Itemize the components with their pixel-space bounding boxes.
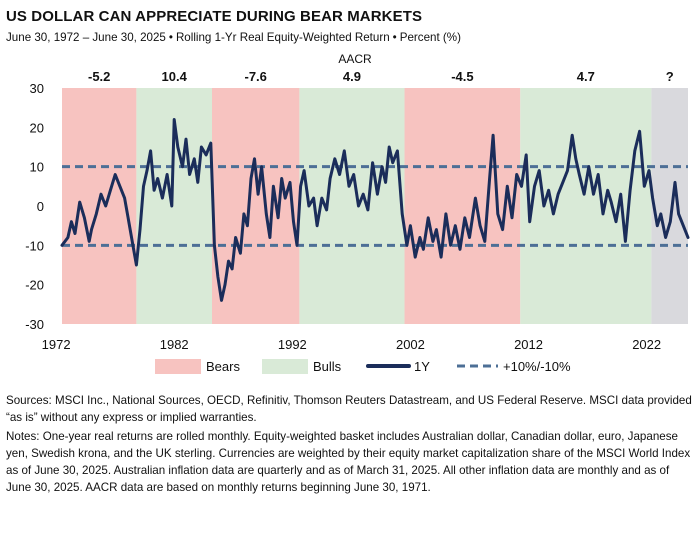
- x-tick-label: 2002: [396, 337, 425, 352]
- x-axis: 1972 1982 1992 2002 2012 2022: [42, 337, 661, 352]
- subtitle-period: June 30, 1972 – June 30, 2025: [6, 31, 166, 44]
- x-tick-label: 1982: [160, 337, 189, 352]
- y-tick-label: -10: [25, 238, 44, 253]
- aacr-label: AACR: [338, 52, 372, 66]
- aacr-value: -5.2: [88, 69, 110, 84]
- y-tick-label: 10: [30, 160, 44, 175]
- chart-subtitle: June 30, 1972 – June 30, 2025 • Rolling 1-…: [6, 31, 461, 44]
- aacr-value: 4.7: [577, 69, 595, 84]
- chart-title: US DOLLAR CAN APPRECIATE DURING BEAR MAR…: [6, 8, 423, 25]
- aacr-value: ?: [666, 69, 674, 84]
- aacr-values: -5.2 10.4 -7.6 4.9 -4.5 4.7?: [88, 69, 674, 84]
- y-tick-label: 20: [30, 120, 44, 135]
- period-band-bull: [520, 88, 652, 324]
- period-band-bear: [212, 88, 300, 324]
- series-line-1y: [60, 118, 690, 302]
- notes-text: Notes: One-year real returns are rolled …: [6, 430, 691, 494]
- period-bands: [62, 88, 688, 324]
- legend-label-bulls: Bulls: [313, 359, 342, 374]
- subtitle-unit: Percent (%): [399, 31, 461, 44]
- subtitle-measure: Rolling 1-Yr Real Equity-Weighted Return: [175, 31, 390, 44]
- period-band-bull: [299, 88, 405, 324]
- legend-label-threshold: +10%/-10%: [503, 359, 571, 374]
- legend-label-bears: Bears: [206, 359, 240, 374]
- legend-swatch-bulls: [262, 359, 308, 374]
- period-band-bear: [404, 88, 521, 324]
- y-tick-label: 30: [30, 81, 44, 96]
- y-axis: 30 20 10 0 -10 -20 -30: [25, 81, 44, 332]
- x-tick-label: 2022: [632, 337, 661, 352]
- line-chart: AACR -5.2 10.4 -7.6 4.9 -4.5 4.7? 30 20 10 0 -10 -…: [25, 52, 690, 374]
- y-tick-label: 0: [37, 199, 44, 214]
- y-tick-label: -30: [25, 317, 44, 332]
- aacr-value: -7.6: [245, 69, 267, 84]
- series-1y: [60, 118, 690, 302]
- threshold-lines: [62, 165, 688, 247]
- aacr-value: 10.4: [162, 69, 188, 84]
- sources-note: Sources: MSCI Inc., National Sources, OE…: [6, 394, 692, 424]
- y-tick-label: -20: [25, 278, 44, 293]
- aacr-value: 4.9: [343, 69, 361, 84]
- legend: Bears Bulls 1Y +10%/-10%: [155, 359, 571, 374]
- aacr-value: -4.5: [451, 69, 473, 84]
- x-tick-label: 1992: [278, 337, 307, 352]
- x-tick-label: 2012: [514, 337, 543, 352]
- legend-swatch-bears: [155, 359, 201, 374]
- period-band-unknown: [651, 88, 688, 324]
- legend-label-1y: 1Y: [414, 359, 430, 374]
- x-tick-label: 1972: [42, 337, 71, 352]
